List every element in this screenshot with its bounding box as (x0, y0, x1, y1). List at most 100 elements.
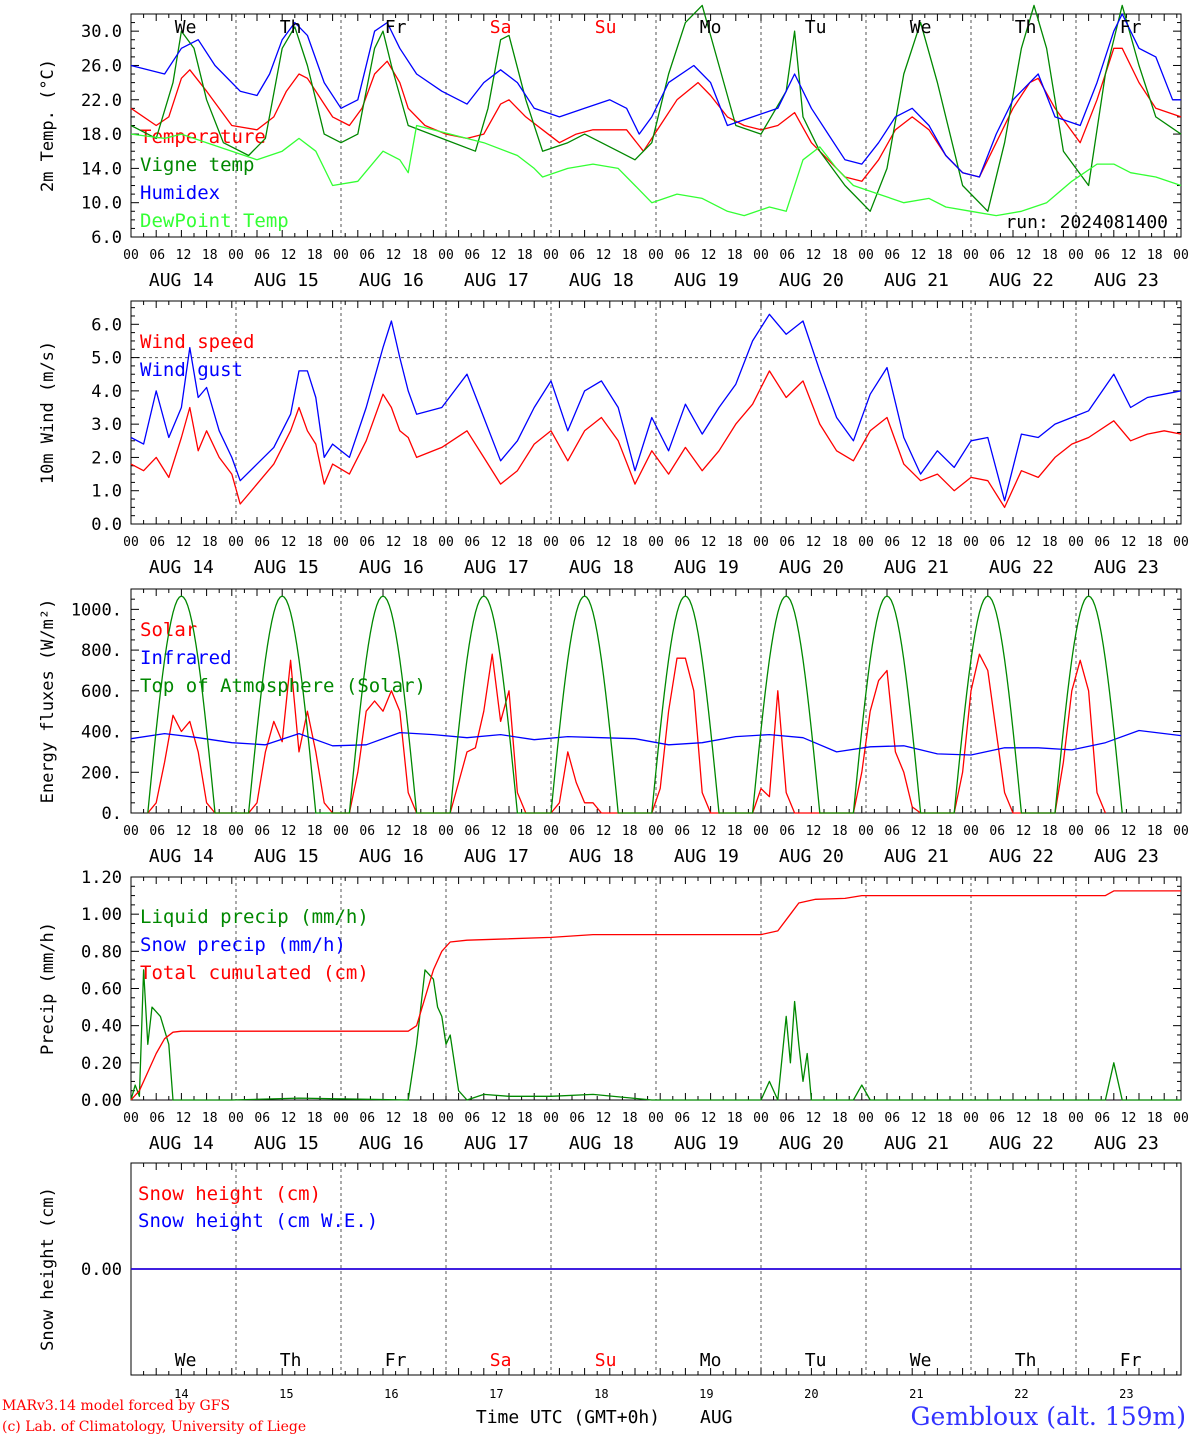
hour-tick-label: 00 (333, 248, 349, 263)
hour-tick-label: 00 (1173, 248, 1189, 263)
legend-entry: DewPoint Temp (140, 210, 289, 232)
hour-tick-label: 12 (176, 824, 192, 839)
y-tick-label: 5.0 (91, 349, 122, 369)
hour-tick-label: 00 (858, 535, 874, 550)
y-tick-label: 1000. (71, 600, 122, 620)
legend-entry: Vigne temp (140, 154, 254, 176)
hour-tick-label: 06 (254, 535, 270, 550)
hour-tick-label: 18 (622, 824, 638, 839)
series-line-top-of-atmosphere-solar (147, 595, 1123, 814)
legend-entry: Temperature (140, 126, 266, 148)
y-tick-label: 3.0 (91, 415, 122, 435)
hour-tick-label: 12 (491, 535, 507, 550)
date-label: AUG 18 (569, 270, 634, 291)
hour-tick-label: 00 (648, 1111, 664, 1126)
hour-tick-label: 00 (648, 824, 664, 839)
weekday-label: Sa (490, 17, 512, 38)
hour-tick-label: 06 (1094, 824, 1110, 839)
weekday-label: Th (1015, 17, 1037, 38)
hour-tick-label: 00 (753, 248, 769, 263)
station-name: Gembloux (alt. 159m) (910, 1402, 1186, 1431)
date-label: AUG 22 (989, 1133, 1054, 1154)
date-label: AUG 21 (884, 270, 949, 291)
hour-tick-label: 18 (412, 248, 428, 263)
panel-5: 0.00 Snow height (cm) Snow height (cm) Snow… (38, 1162, 1182, 1401)
hour-tick-label: 06 (149, 824, 165, 839)
date-label: AUG 20 (779, 270, 844, 291)
date-label: AUG 19 (674, 557, 739, 578)
hour-tick-label: 06 (359, 824, 375, 839)
date-label: AUG 15 (254, 557, 319, 578)
hour-tick-label: 12 (176, 1111, 192, 1126)
panel-2: 0.0 1.0 2.0 3.0 4.0 5.0 6.0 10m Wind (m/s) Wind … (38, 300, 1189, 578)
hour-tick-label: 00 (1068, 535, 1084, 550)
hour-tick-label: 06 (884, 248, 900, 263)
date-label: AUG 16 (359, 846, 424, 867)
y-tick-label: 30.0 (81, 22, 122, 42)
y-axis-label: Snow height (cm) (38, 1187, 58, 1351)
panel-4: 0.00 0.20 0.40 0.60 0.80 1.00 1.20 Precip (mm/h… (38, 868, 1189, 1154)
hour-tick-label: 12 (911, 1111, 927, 1126)
hour-tick-label: 12 (176, 535, 192, 550)
lab-credit: (c) Lab. of Climatology, University of L… (2, 1419, 307, 1435)
y-tick-label: 200. (81, 763, 122, 783)
day-number-label: 17 (489, 1387, 503, 1401)
y-tick-label: 800. (81, 641, 122, 661)
hour-tick-label: 18 (1042, 535, 1058, 550)
hour-tick-label: 18 (1042, 1111, 1058, 1126)
hour-tick-label: 12 (596, 1111, 612, 1126)
hour-tick-label: 00 (963, 824, 979, 839)
hour-tick-label: 06 (779, 1111, 795, 1126)
date-label: AUG 18 (569, 557, 634, 578)
hour-tick-label: 06 (674, 1111, 690, 1126)
series-line-infrared (130, 729, 1182, 756)
hour-tick-label: 00 (858, 1111, 874, 1126)
date-label: AUG 22 (989, 270, 1054, 291)
hour-tick-label: 12 (596, 535, 612, 550)
hour-tick-label: 00 (753, 824, 769, 839)
hour-tick-label: 06 (1094, 535, 1110, 550)
date-label: AUG 23 (1094, 1133, 1159, 1154)
hour-tick-label: 06 (674, 535, 690, 550)
hour-tick-label: 06 (989, 1111, 1005, 1126)
weekday-label: Fr (1120, 1350, 1142, 1371)
hour-tick-label: 00 (123, 248, 139, 263)
y-tick-label: 0.40 (81, 1017, 122, 1037)
y-axis-label: Energy fluxes (W/m²) (38, 599, 58, 804)
hour-tick-label: 06 (149, 248, 165, 263)
date-label: AUG 17 (464, 1133, 529, 1154)
hour-tick-label: 00 (858, 824, 874, 839)
plot-frame (130, 300, 1182, 525)
y-tick-label: 4.0 (91, 382, 122, 402)
series-line-liquid-precip-mm-h (130, 969, 1181, 1101)
hour-tick-label: 06 (884, 535, 900, 550)
y-tick-label: 600. (81, 682, 122, 702)
hour-tick-label: 12 (1121, 1111, 1137, 1126)
y-tick-label: 6.0 (91, 315, 122, 335)
hour-tick-label: 00 (543, 824, 559, 839)
hour-tick-label: 18 (727, 824, 743, 839)
hour-tick-label: 00 (123, 824, 139, 839)
hour-tick-label: 00 (543, 248, 559, 263)
hour-tick-label: 18 (517, 535, 533, 550)
day-number-label: 22 (1014, 1387, 1028, 1401)
hour-tick-label: 06 (674, 824, 690, 839)
hour-tick-label: 18 (307, 1111, 323, 1126)
hour-tick-label: 06 (254, 824, 270, 839)
weekday-label: Fr (385, 17, 407, 38)
y-tick-label: 0.00 (81, 1260, 122, 1280)
hour-tick-label: 06 (464, 824, 480, 839)
hour-tick-label: 18 (517, 824, 533, 839)
y-tick-label: 400. (81, 723, 122, 743)
y-tick-label: 0.60 (81, 980, 122, 1000)
hour-tick-label: 00 (753, 1111, 769, 1126)
date-label: AUG 21 (884, 1133, 949, 1154)
hour-tick-label: 12 (911, 824, 927, 839)
hour-tick-label: 18 (622, 535, 638, 550)
weekday-label: Mo (700, 1350, 722, 1371)
hour-tick-label: 12 (281, 248, 297, 263)
series-line-wind-speed (130, 370, 1182, 509)
date-label: AUG 22 (989, 846, 1054, 867)
hour-tick-label: 00 (438, 535, 454, 550)
hour-tick-label: 18 (937, 1111, 953, 1126)
